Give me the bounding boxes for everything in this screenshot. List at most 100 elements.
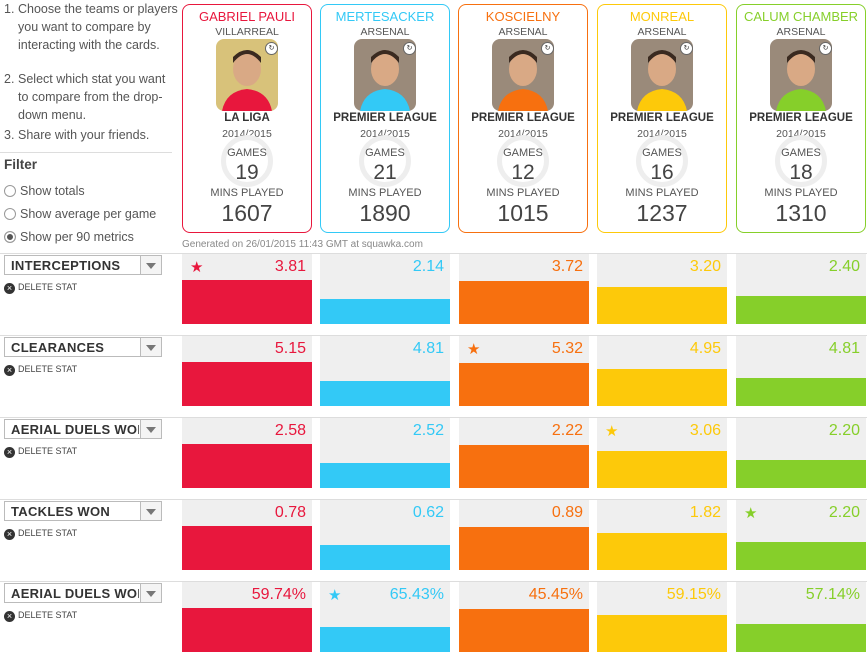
stat-bar [182, 362, 312, 406]
chevron-down-icon[interactable] [140, 256, 161, 274]
mins-label: MINS PLAYED [764, 187, 838, 199]
stat-select[interactable]: INTERCEPTIONS [4, 255, 162, 275]
stat-select[interactable]: TACKLES WON [4, 501, 162, 521]
chevron-down-icon[interactable] [140, 502, 161, 520]
delete-stat-button[interactable]: × DELETE STAT [4, 282, 77, 294]
stat-select[interactable]: AERIAL DUELS WON [4, 419, 162, 439]
instruction-text: Share with your friends. [18, 128, 150, 142]
chevron-down-icon[interactable] [140, 338, 161, 356]
row-divider [0, 253, 867, 254]
radio-show-totals[interactable]: Show totals [4, 184, 85, 198]
stat-bar [597, 287, 727, 324]
swap-icon[interactable]: ↻ [680, 42, 693, 55]
stat-cell: 5.32 ★ [459, 336, 589, 406]
delete-stat-button[interactable]: × DELETE STAT [4, 528, 77, 540]
radio-circle-icon[interactable] [4, 231, 16, 243]
stat-value: 2.52 [412, 422, 444, 439]
delete-stat-button[interactable]: × DELETE STAT [4, 610, 77, 622]
player-card[interactable]: MONREAL ARSENAL ↻ PREMIER LEAGUE 2014/2015 GA… [597, 4, 727, 233]
player-card[interactable]: CALUM CHAMBER ARSENAL ↻ PREMIER LEAGUE 2014/… [736, 4, 866, 233]
stat-value: 2.20 [828, 504, 860, 521]
delete-stat-label: DELETE STAT [18, 610, 78, 620]
stat-value: 57.14% [805, 586, 860, 603]
player-league: LA LIGA [224, 112, 270, 124]
radio-label: Show per 90 metrics [20, 230, 134, 244]
stat-bar [459, 609, 589, 652]
row-divider [0, 417, 867, 418]
instruction-number: 3. [4, 128, 15, 142]
close-icon[interactable]: × [4, 529, 15, 540]
stat-bar [320, 299, 450, 324]
sidebar: 1. Choose the teams or players you want … [0, 0, 178, 617]
stat-cell: 3.81 ★ [182, 254, 312, 324]
star-icon: ★ [328, 587, 342, 604]
swap-icon[interactable]: ↻ [265, 42, 278, 55]
games-value: 21 [373, 161, 397, 184]
games-label: GAMES [365, 147, 405, 159]
radio-show-average[interactable]: Show average per game [4, 207, 156, 221]
radio-show-per-90[interactable]: Show per 90 metrics [4, 230, 134, 244]
games-ring [497, 135, 549, 187]
swap-icon[interactable]: ↻ [819, 42, 832, 55]
stat-bar [597, 451, 727, 488]
stat-select-label: AERIAL DUELS WON [11, 422, 139, 437]
stat-cell: 2.40 [736, 254, 866, 324]
generated-note: Generated on 26/01/2015 11:43 GMT at squ… [182, 239, 423, 250]
radio-label: Show totals [20, 184, 85, 198]
stat-bar [182, 280, 312, 324]
stat-cell: 65.43% ★ [320, 582, 450, 652]
mins-label: MINS PLAYED [486, 187, 560, 199]
chevron-down-icon[interactable] [140, 584, 161, 602]
player-league: PREMIER LEAGUE [471, 112, 575, 124]
stat-bar [182, 526, 312, 570]
close-icon[interactable]: × [4, 365, 15, 376]
delete-stat-label: DELETE STAT [18, 528, 78, 538]
stat-bar [597, 369, 727, 406]
stat-value: 5.32 [551, 340, 583, 357]
stat-bar [320, 627, 450, 652]
stat-cell: 4.81 [320, 336, 450, 406]
instruction-number: 2. [4, 72, 15, 86]
delete-stat-button[interactable]: × DELETE STAT [4, 364, 77, 376]
stat-value: 45.45% [528, 586, 583, 603]
close-icon[interactable]: × [4, 283, 15, 294]
stat-cell: 3.72 [459, 254, 589, 324]
radio-circle-icon[interactable] [4, 185, 16, 197]
delete-stat-button[interactable]: × DELETE STAT [4, 446, 77, 458]
mins-value: 1890 [359, 200, 411, 226]
stat-bar [320, 463, 450, 488]
stat-select[interactable]: AERIAL DUELS WON % [4, 583, 162, 603]
swap-icon[interactable]: ↻ [403, 42, 416, 55]
instruction-text: Choose the teams or players you want to … [18, 2, 178, 52]
mins-value: 1607 [221, 200, 273, 226]
mins-label: MINS PLAYED [625, 187, 699, 199]
delete-stat-label: DELETE STAT [18, 446, 78, 456]
player-card[interactable]: MERTESACKER ARSENAL ↻ PREMIER LEAGUE 2014/20… [320, 4, 450, 233]
stat-cell: 3.06 ★ [597, 418, 727, 488]
player-photo[interactable] [216, 39, 278, 111]
radio-circle-icon[interactable] [4, 208, 16, 220]
mins-value: 1237 [636, 200, 688, 226]
stat-value: 4.81 [412, 340, 444, 357]
player-name: CALUM CHAMBER [743, 9, 859, 24]
games-ring [636, 135, 688, 187]
chevron-down-icon[interactable] [140, 420, 161, 438]
player-league: PREMIER LEAGUE [749, 112, 853, 124]
stat-value: 3.72 [551, 258, 583, 275]
player-card[interactable]: KOSCIELNY ARSENAL ↻ PREMIER LEAGUE 2014/2015… [458, 4, 588, 233]
player-photo[interactable] [354, 39, 416, 111]
stat-select-label: TACKLES WON [11, 504, 111, 519]
stat-bar [182, 608, 312, 652]
stat-cell: 1.82 [597, 500, 727, 570]
close-icon[interactable]: × [4, 447, 15, 458]
mins-value: 1015 [497, 200, 549, 226]
stat-select[interactable]: CLEARANCES [4, 337, 162, 357]
stat-cell: 0.89 [459, 500, 589, 570]
divider [0, 152, 172, 153]
player-card[interactable]: GABRIEL PAULI VILLARREAL ↻ LA LIGA 2014/2015… [182, 4, 312, 233]
games-value: 18 [789, 161, 813, 184]
mins-value: 1310 [775, 200, 827, 226]
player-club: ARSENAL [776, 26, 826, 38]
stat-bar [597, 615, 727, 652]
swap-icon[interactable]: ↻ [541, 42, 554, 55]
